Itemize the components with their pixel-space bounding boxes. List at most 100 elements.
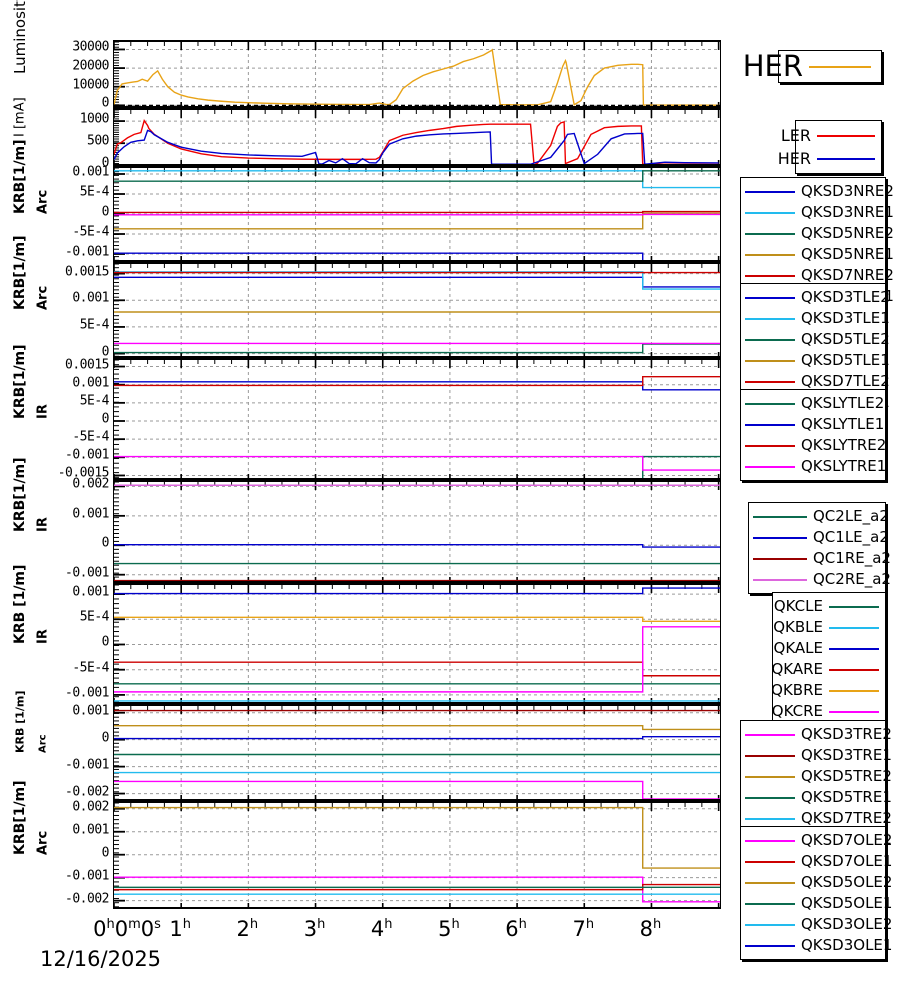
plot-panel-luminosity [113,40,721,108]
x-tick-label: 6h [505,917,527,941]
legend-qk-ir[interactable]: QKCLE QKBLE QKALE QKARE QKBRE QKCRE [771,592,886,726]
legend-entry[interactable]: QKSD7NRE2 [745,265,894,286]
legend-swatch-icon [745,211,795,214]
legend-label: QKSD3OLE1 [801,936,893,954]
series-qkslytle2 [642,455,720,478]
legend-label: QKSD7TLE2 [801,372,890,390]
legend-entry[interactable]: QKSD3TRE1 [745,745,892,766]
series-qksd7nre2 [114,210,720,214]
legend-entry[interactable]: QKBRE [771,680,879,701]
x-tick-label: 1h [169,917,191,941]
y-tick-label: -5E-4 [72,660,109,676]
legend-label: QKSD5OLE2 [801,873,893,891]
plot-panel-krb-arc-2 [113,262,721,358]
legend-swatch-icon [809,65,871,68]
legend-entry[interactable]: QKSD5NRE1 [745,244,894,265]
plot-panel-krb-ir-3 [113,583,721,704]
plot-panel-current [113,108,721,166]
legend-entry[interactable]: HER [778,147,875,170]
y-tick-label: 0 [101,730,110,746]
legend-qksd-ole[interactable]: QKSD7OLE2 QKSD7OLE1 QKSD5OLE2 QKSD5OLE1 QKSD… [740,826,892,960]
series-qkslytre2 [114,376,720,387]
y-tick-label: 0 [101,411,110,427]
legend-entry[interactable]: QKSLYTRE1 [745,456,886,477]
legend-entry[interactable]: QKSD7OLE2 [745,830,892,851]
legend-entry[interactable]: QKBLE [773,617,879,638]
y-tick-labels-krb-arc-2: 0 5E-4 0.001 0.0015 [9,262,110,359]
legend-entry[interactable]: QC2RE_a2 [753,569,891,590]
legend-entry[interactable]: HER [743,52,871,81]
plot-panel-krb-arc-1 [113,166,721,262]
y-tick-label: 5E-4 [79,184,110,200]
legend-entry[interactable]: QKSD3OLE2 [745,914,892,935]
y-tick-label: 0 [101,95,110,111]
legend-entry[interactable]: QKSD3TLE2 [745,287,890,308]
legend-entry[interactable]: QKSD3NRE2 [745,181,894,202]
plot-area-krb-arc-4 [114,803,720,907]
legend-entry[interactable]: QKSLYTLE2 [745,393,884,414]
legend-entry[interactable]: QKARE [771,659,879,680]
legend-entry[interactable]: QKSD5OLE2 [745,872,892,893]
legend-entry[interactable]: QKSD3OLE1 [745,935,892,956]
y-tick-label: -5E-4 [72,224,109,240]
y-tick-label: 5E-4 [79,317,110,333]
legend-entry[interactable]: LER [781,124,875,147]
legend-entry[interactable]: QKSD5TRE2 [745,766,892,787]
series-ler [114,119,719,164]
legend-her[interactable]: HER [743,50,882,83]
legend-label: QKSLYTLE1 [801,415,885,433]
legend-entry[interactable]: QKSD7OLE1 [745,851,892,872]
legend-entry[interactable]: QKSLYTRE2 [745,435,886,456]
series-qksd3tle2 [114,276,720,288]
legend-entry[interactable]: QC1LE_a2 [753,527,889,548]
legend-entry[interactable]: QKSD3TLE1 [745,308,890,329]
legend-entry[interactable]: QKSLYTLE1 [745,414,884,435]
legend-label: QKSD5TLE2 [801,330,890,348]
legend-entry[interactable]: QKSD7TRE2 [745,808,892,829]
legend-label: QKSLYTRE1 [801,457,887,475]
legend-entry[interactable]: QC1RE_a2 [753,548,891,569]
legend-swatch-icon [745,839,795,842]
legend-qkslyt[interactable]: QKSLYTLE2 QKSLYTLE1 QKSLYTRE2 QKSLYTRE1 [740,389,886,481]
legend-entry[interactable]: QC2LE_a2 [753,506,889,527]
series-qksd3nre2 [114,252,644,260]
legend-swatch-icon [745,465,795,468]
legend-qc[interactable]: QC2LE_a2 QC1LE_a2 QC1RE_a2 QC2RE_a2 [748,502,891,594]
legend-entry[interactable]: QKSD5TLE2 [745,329,890,350]
legend-entry[interactable]: QKSD3TRE2 [745,724,892,745]
legend-label: QKCRE [771,702,823,720]
legend-entry[interactable]: QKALE [774,638,879,659]
series-qkslytre1 [114,455,720,471]
legend-entry[interactable]: QKSD7TLE2 [745,371,890,392]
y-tick-label: 0.0015 [65,357,109,373]
legend-entry[interactable]: QKCRE [772,701,879,722]
legend-swatch-icon [753,536,807,539]
legend-swatch-icon [745,923,795,926]
plot-area-krb-arc-3 [114,706,720,799]
x-tick-label: 5h [438,917,460,941]
legend-entry[interactable]: QKSD5TLE1 [745,350,890,371]
legend-entry[interactable]: QKSD5TRE1 [745,787,892,808]
legend-entry[interactable]: QKSD5NRE2 [745,223,894,244]
y-tick-label: 0 [101,634,110,650]
plot-area-krb-ir-3 [114,585,720,702]
series-qksd3tle1 [114,271,720,290]
series-her [114,129,719,164]
plot-area-current [114,110,720,164]
y-tick-label: 10000 [72,77,109,93]
legend-entry[interactable]: QKSD3NRE1 [745,202,894,223]
y-tick-label: 0 [101,845,110,861]
legend-label: QC1LE_a2 [813,528,889,546]
y-tick-label: -0.001 [65,868,109,884]
legend-ler-her[interactable]: LER HER [778,120,882,174]
y-tick-label: 0.001 [72,164,109,180]
y-tick-labels-krb-ir-3: -0.001 -5E-4 0 5E-4 0.001 [9,583,109,704]
legend-entry[interactable]: QKSD5OLE1 [745,893,892,914]
legend-label: QKSD3TLE2 [801,288,890,306]
legend-swatch-icon [745,902,795,905]
legend-swatch-icon [745,232,795,235]
legend-entry[interactable]: QKCLE [774,596,879,617]
series-qksd3tre2 [114,780,720,799]
y-tick-label: 0.001 [72,290,109,306]
legend-swatch-icon [745,775,795,778]
